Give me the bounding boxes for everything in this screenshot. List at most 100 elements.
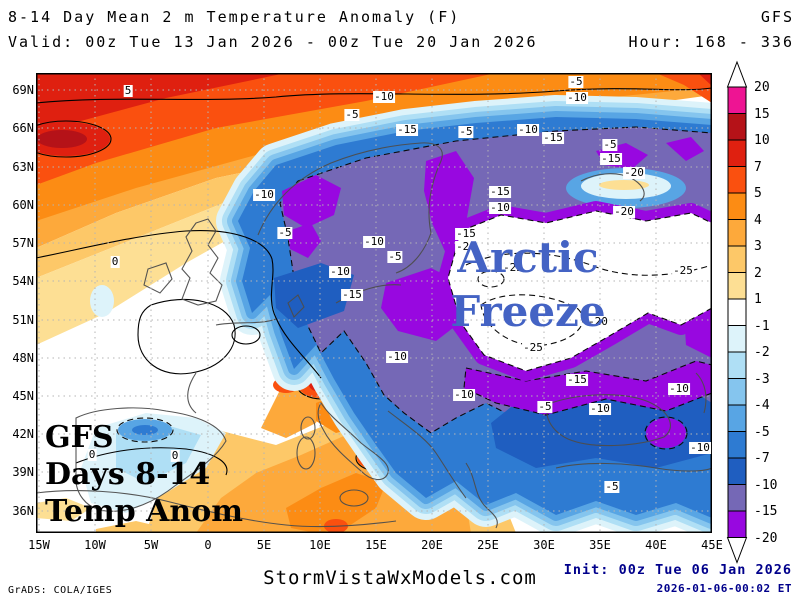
contour-label: -5 (387, 251, 402, 263)
contour-label: -10 (589, 403, 611, 415)
lat-label-60N: 60N (4, 199, 34, 211)
lon-label-5E: 5E (242, 539, 286, 551)
colorbar-segment (728, 458, 746, 485)
site-watermark: StormVistaWxModels.com (263, 567, 537, 589)
arctic-freeze-annotation: Arctic Freeze (450, 231, 605, 339)
colorbar-tick-10: 10 (754, 134, 770, 147)
lat-label-57N: 57N (4, 237, 34, 249)
map-title: 8-14 Day Mean 2 m Temperature Anomaly (F… (8, 8, 460, 26)
contour-label: -10 (689, 442, 711, 454)
contour-label: -15 (600, 153, 622, 165)
contour-label: -10 (253, 189, 275, 201)
lon-label-30E: 30E (522, 539, 566, 551)
contour-label: -10 (329, 266, 351, 278)
contour-label: -15 (396, 124, 418, 136)
contour-label: -5 (458, 126, 473, 138)
lon-label-15E: 15E (354, 539, 398, 551)
colorbar-segment (728, 379, 746, 406)
colorbar-segment (728, 511, 746, 538)
contour-label: -25 (672, 265, 694, 277)
contour-label: -5 (537, 401, 552, 413)
lat-label-36N: 36N (4, 505, 34, 517)
contour-label: -10 (453, 389, 475, 401)
lon-label-0: 0 (186, 539, 230, 551)
colorbar-segment (728, 246, 746, 273)
contour-label: -15 (489, 186, 511, 198)
colorbar-tick-3: 3 (754, 240, 762, 253)
colorbar-segment (728, 299, 746, 326)
colorbar-segment (728, 193, 746, 220)
init-timestamp: 2026-01-06-00:02 ET (657, 582, 792, 595)
lat-label-45N: 45N (4, 390, 34, 402)
colorbar: 201510754321-1-2-3-4-5-7-10-15-20 (724, 60, 750, 574)
colorbar-scale (724, 60, 750, 570)
colorbar-tick-4: 4 (754, 214, 762, 227)
annotation-line-1: Arctic (450, 231, 605, 285)
lat-label-42N: 42N (4, 428, 34, 440)
colorbar-tick--10: -10 (754, 479, 777, 492)
contour-label: -10 (373, 91, 395, 103)
lon-label-10E: 10E (298, 539, 342, 551)
lat-label-51N: 51N (4, 314, 34, 326)
contour-label: 0 (111, 256, 120, 268)
colorbar-tick--5: -5 (754, 426, 770, 439)
contour-label: -15 (341, 289, 363, 301)
colorbar-segment (728, 167, 746, 194)
lon-label-25E: 25E (466, 539, 510, 551)
init-time: Init: 00z Tue 06 Jan 2026 (564, 562, 792, 578)
contour-label: -10 (489, 202, 511, 214)
contour-label: -10 (668, 383, 690, 395)
contour-label: -25 (522, 342, 544, 354)
lat-label-63N: 63N (4, 161, 34, 173)
contour-label: -10 (363, 236, 385, 248)
colorbar-segment (728, 432, 746, 459)
lon-label-20E: 20E (410, 539, 454, 551)
colorbar-tick-5: 5 (754, 187, 762, 200)
lon-label-5W: 5W (129, 539, 173, 551)
lat-label-39N: 39N (4, 466, 34, 478)
contour-label: 5 (124, 85, 133, 97)
colorbar-segment (728, 220, 746, 247)
lat-label-48N: 48N (4, 352, 34, 364)
weather-map-screen: 8-14 Day Mean 2 m Temperature Anomaly (F… (0, 0, 800, 600)
contour-label: -5 (344, 109, 359, 121)
lon-label-15W: 15W (17, 539, 61, 551)
colorbar-tick--1: -1 (754, 320, 770, 333)
lat-label-69N: 69N (4, 84, 34, 96)
lon-label-10W: 10W (73, 539, 117, 551)
contour-label: -10 (517, 124, 539, 136)
colorbar-segment (728, 405, 746, 432)
colorbar-segment (728, 273, 746, 300)
annotation-line-2: Freeze (450, 285, 605, 339)
colorbar-segment (728, 87, 746, 114)
colorbar-tick-7: 7 (754, 161, 762, 174)
contour-label: -15 (566, 374, 588, 386)
contour-label: -5 (568, 76, 583, 88)
colorbar-tick--20: -20 (754, 532, 777, 545)
colorbar-tick--2: -2 (754, 346, 770, 359)
lon-label-40E: 40E (634, 539, 678, 551)
corner-line-2: Days 8-14 (45, 456, 243, 493)
colorbar-arrow-bottom (728, 538, 747, 563)
lon-label-35E: 35E (578, 539, 622, 551)
lat-label-54N: 54N (4, 275, 34, 287)
map-panel: 5-10-5-15-5-5-10-10-15-5-15-20-15-10-20-… (36, 73, 712, 533)
colorbar-tick-15: 15 (754, 108, 770, 121)
corner-label: GFS Days 8-14 Temp Anom (45, 419, 243, 530)
lat-label-66N: 66N (4, 122, 34, 134)
colorbar-segment (728, 352, 746, 379)
header-line-2: Valid: 00z Tue 13 Jan 2026 - 00z Tue 20 … (8, 33, 794, 51)
colorbar-tick-1: 1 (754, 293, 762, 306)
contour-label: -20 (613, 206, 635, 218)
corner-line-1: GFS (45, 419, 243, 456)
contour-label: -15 (542, 132, 564, 144)
colorbar-tick-2: 2 (754, 267, 762, 280)
contour-label: -5 (604, 481, 619, 493)
colorbar-segment (728, 140, 746, 167)
contour-label: -10 (386, 351, 408, 363)
contour-label: -5 (277, 227, 292, 239)
colorbar-arrow-top (728, 62, 747, 87)
colorbar-segment (728, 485, 746, 512)
corner-line-3: Temp Anom (45, 493, 243, 530)
valid-range: Valid: 00z Tue 13 Jan 2026 - 00z Tue 20 … (8, 33, 537, 51)
